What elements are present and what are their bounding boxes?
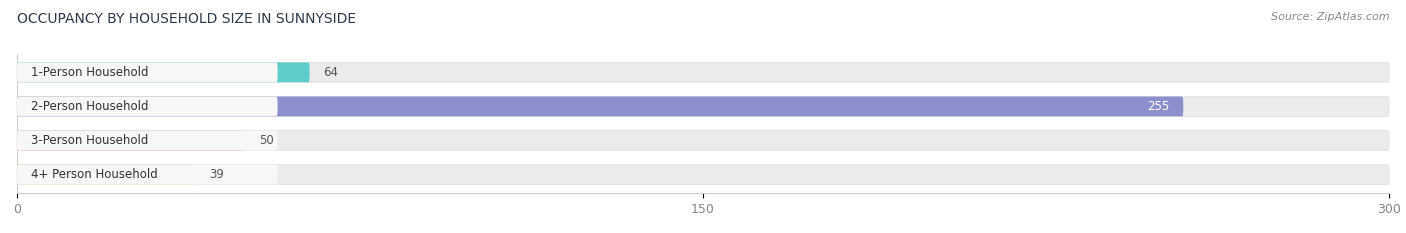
Text: 2-Person Household: 2-Person Household — [31, 100, 148, 113]
FancyBboxPatch shape — [17, 165, 277, 185]
FancyBboxPatch shape — [17, 62, 277, 82]
FancyBboxPatch shape — [17, 62, 1389, 82]
FancyBboxPatch shape — [17, 96, 1389, 116]
Text: 39: 39 — [209, 168, 224, 181]
Text: 4+ Person Household: 4+ Person Household — [31, 168, 157, 181]
Text: 1-Person Household: 1-Person Household — [31, 66, 148, 79]
FancyBboxPatch shape — [17, 131, 1389, 151]
Text: 3-Person Household: 3-Person Household — [31, 134, 148, 147]
Text: OCCUPANCY BY HOUSEHOLD SIZE IN SUNNYSIDE: OCCUPANCY BY HOUSEHOLD SIZE IN SUNNYSIDE — [17, 12, 356, 26]
FancyBboxPatch shape — [17, 96, 1184, 116]
FancyBboxPatch shape — [17, 165, 195, 185]
Text: Source: ZipAtlas.com: Source: ZipAtlas.com — [1271, 12, 1389, 22]
Text: 64: 64 — [323, 66, 339, 79]
FancyBboxPatch shape — [17, 131, 277, 151]
FancyBboxPatch shape — [17, 131, 246, 151]
FancyBboxPatch shape — [17, 165, 1389, 185]
Text: 255: 255 — [1147, 100, 1170, 113]
FancyBboxPatch shape — [17, 96, 277, 116]
FancyBboxPatch shape — [17, 62, 309, 82]
Text: 50: 50 — [259, 134, 274, 147]
